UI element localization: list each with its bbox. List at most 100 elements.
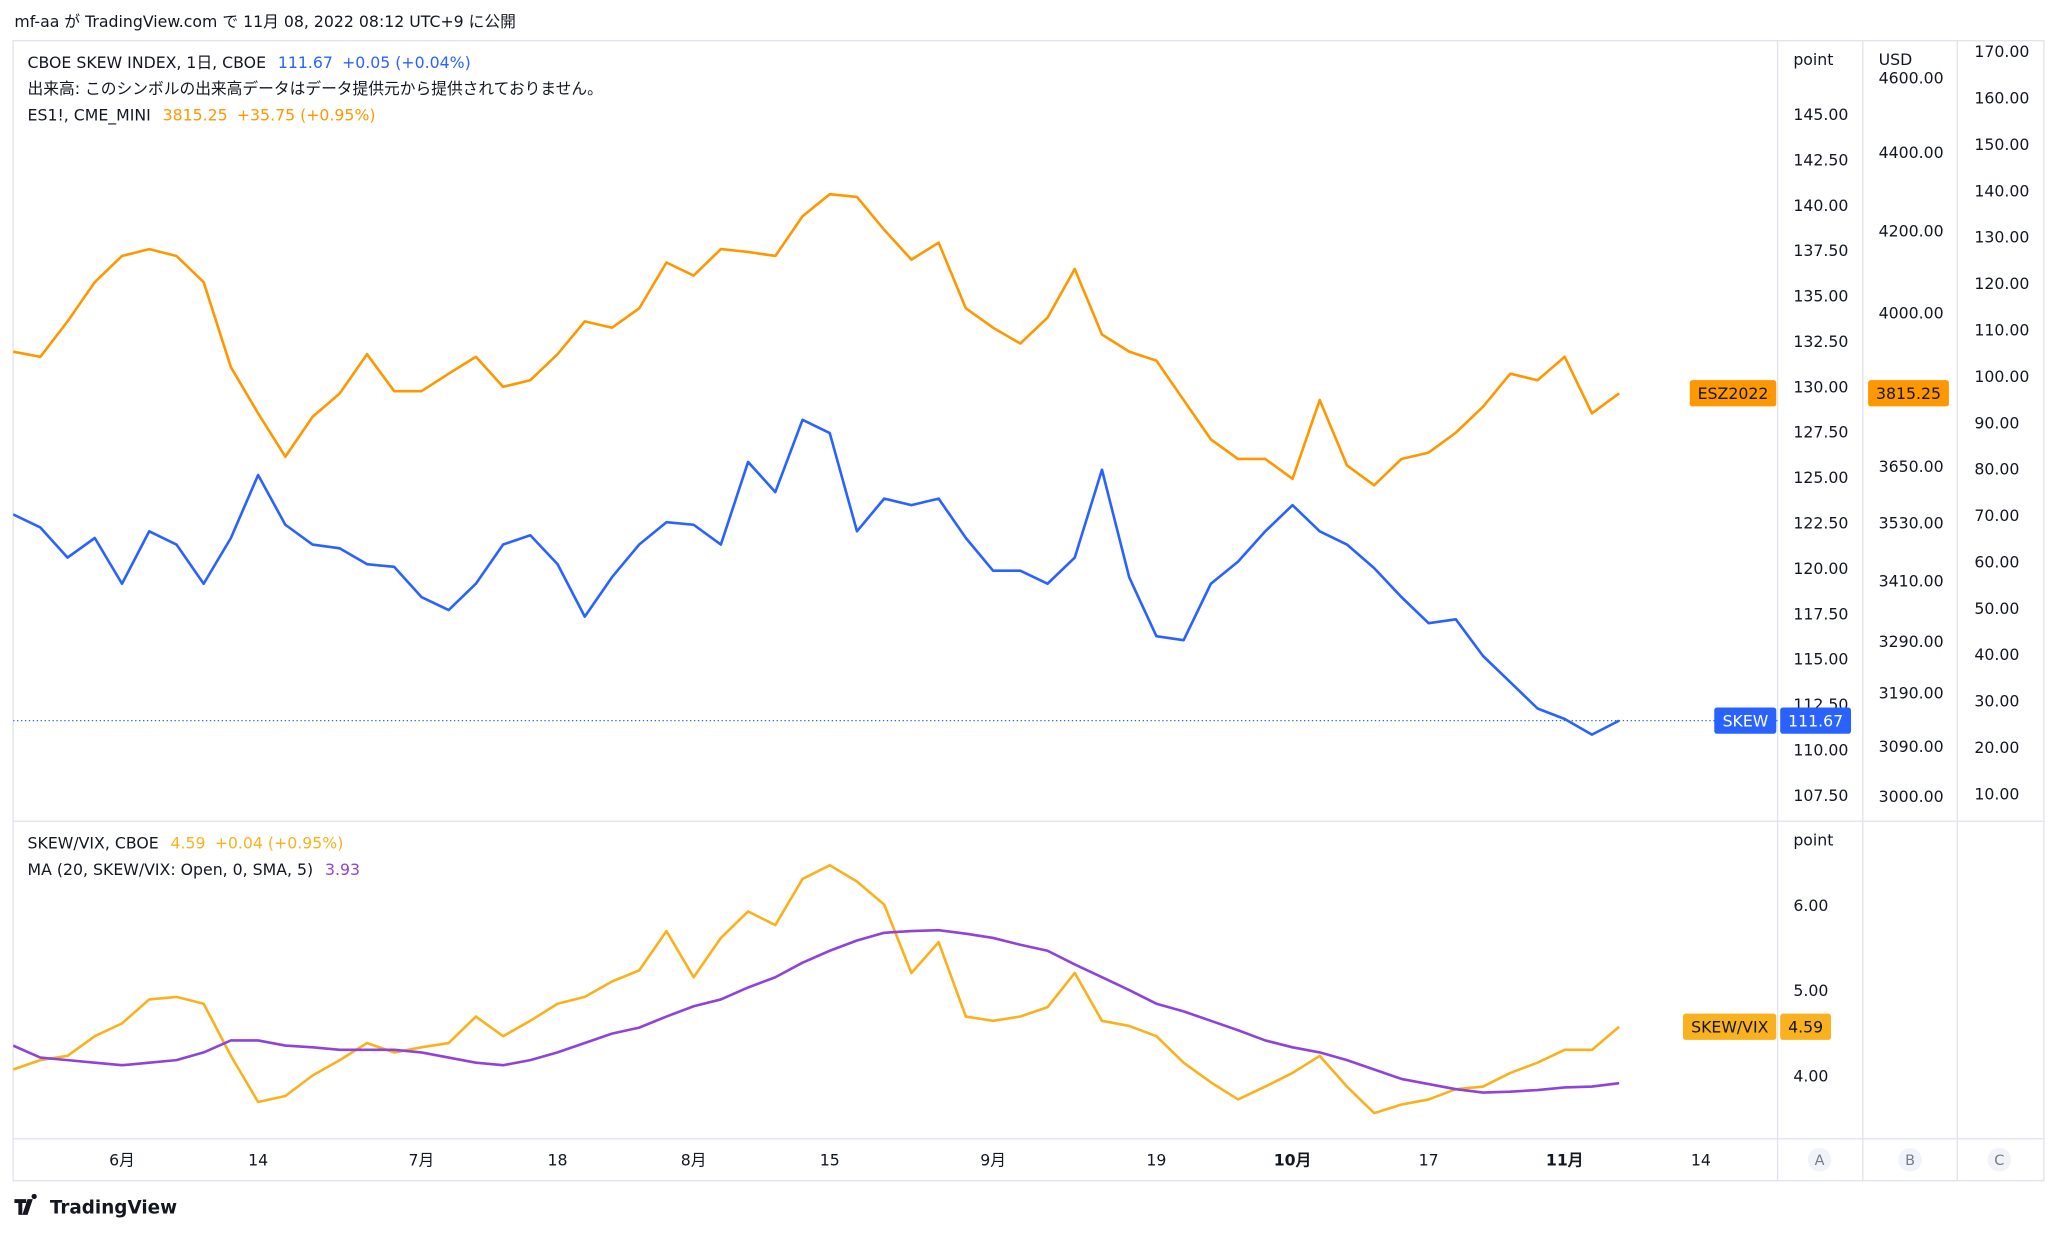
value-text: 111.67 [1788, 711, 1843, 730]
scale-button-label[interactable]: A [1815, 1153, 1825, 1169]
scale-button[interactable] [1987, 1147, 2012, 1172]
tag-box [1714, 707, 1777, 734]
y-tick-label: 30.00 [1974, 692, 2019, 711]
y-tick-label: 140.00 [1793, 196, 1848, 215]
axis-title: point [1793, 830, 1833, 849]
y-tick-label: 3650.00 [1879, 457, 1944, 476]
scale-button[interactable] [1807, 1147, 1832, 1172]
scale-button[interactable] [1898, 1147, 1922, 1172]
line [13, 863, 1621, 1115]
y-tick-label: 137.50 [1793, 241, 1848, 260]
y-tick-label: 132.50 [1793, 332, 1848, 351]
logo-icon [14, 1193, 37, 1215]
y-tick-label: 90.00 [1974, 413, 2019, 432]
value-box [1868, 380, 1949, 407]
price-tag: SKEW 111.67 [1714, 707, 1852, 734]
scale-button-label[interactable]: B [1905, 1153, 1915, 1169]
legend-row: MA (20, SKEW/VIX: Open, 0, SMA, 5) 3.93 [28, 859, 360, 878]
legend-row: SKEW/VIX, CBOE 4.59 +0.04 (+0.95%) [28, 833, 344, 852]
legend-change: +35.75 (+0.95%) [237, 105, 376, 124]
x-tick-label: 14 [248, 1151, 268, 1170]
y-tick-label: 3090.00 [1879, 737, 1944, 756]
line [13, 418, 1620, 736]
y-tick-label: 80.00 [1974, 460, 2019, 479]
scale-button-label[interactable]: C [1994, 1153, 2004, 1169]
outer-frame [12, 40, 2045, 1182]
legend-row: 出来高: このシンボルの出来高データはデータ提供元から提供されておりません。 [28, 79, 603, 98]
y-tick-label: 3000.00 [1879, 787, 1944, 806]
frame [12, 40, 2045, 1182]
y-tick-label: 4200.00 [1879, 221, 1944, 240]
y-tick-label: 110.00 [1974, 321, 2029, 340]
price-tag: ESZ2022 3815.25 [1689, 380, 1949, 407]
y-tick-label: 122.50 [1793, 514, 1848, 533]
x-tick-label: 15 [820, 1151, 840, 1170]
axis-title: point [1793, 50, 1833, 69]
series-line [13, 863, 1621, 1115]
y-tick-label: 20.00 [1974, 738, 2019, 757]
y-tick-label: 40.00 [1974, 645, 2019, 664]
tag-text: SKEW/VIX [1691, 1018, 1769, 1037]
x-tick-label: 19 [1146, 1151, 1166, 1170]
y-tick-label: 117.50 [1793, 604, 1848, 623]
legend-value: 111.67 [278, 53, 333, 72]
y-tick-label: 127.50 [1793, 423, 1848, 442]
legend-value: 3815.25 [163, 105, 228, 124]
legend-note: 出来高: このシンボルの出来高データはデータ提供元から提供されておりません。 [28, 79, 603, 98]
x-tick-label: 6月 [109, 1151, 135, 1170]
y-tick-label: 130.00 [1974, 228, 2029, 247]
legend-name: SKEW/VIX, CBOE [28, 833, 159, 852]
y-tick-label: 4000.00 [1879, 303, 1944, 322]
value-box [1780, 1013, 1831, 1040]
price-tag: SKEW/VIX 4.59 [1683, 1013, 1831, 1040]
x-tick-label: 11月 [1546, 1151, 1584, 1170]
y-tick-label: 145.00 [1793, 105, 1848, 124]
legend-change: +0.05 (+0.04%) [342, 53, 471, 72]
y-tick-label: 160.00 [1974, 89, 2029, 108]
y-tick-label: 3410.00 [1879, 572, 1944, 591]
y-tick-label: 107.50 [1793, 786, 1848, 805]
legend-name: MA (20, SKEW/VIX: Open, 0, SMA, 5) [28, 859, 314, 878]
legend-name: CBOE SKEW INDEX, 1日, CBOE [28, 53, 266, 72]
y-tick-label: 140.00 [1974, 181, 2029, 200]
x-tick-label: 8月 [681, 1151, 707, 1170]
x-tick-label: 9月 [980, 1151, 1006, 1170]
y-tick-label: 125.00 [1793, 468, 1848, 487]
y-tick-label: 115.00 [1793, 650, 1848, 669]
x-tick-label: 17 [1419, 1151, 1439, 1170]
y-tick-label: 110.00 [1793, 740, 1848, 759]
y-tick-label: 120.00 [1793, 559, 1848, 578]
y-tick-label: 142.50 [1793, 150, 1848, 169]
y-tick-label: 3190.00 [1879, 684, 1944, 703]
x-tick-label: 10月 [1274, 1151, 1312, 1170]
tag-text: SKEW [1723, 711, 1769, 730]
line [13, 192, 1620, 487]
tag-box [1689, 380, 1777, 407]
y-tick-label: 135.00 [1793, 287, 1848, 306]
y-tick-label: 60.00 [1974, 552, 2019, 571]
x-tick-label: 7月 [409, 1151, 435, 1170]
y-tick-label: 6.00 [1793, 896, 1828, 915]
y-tick-label: 150.00 [1974, 135, 2029, 154]
value-text: 3815.25 [1876, 384, 1941, 403]
publish-header: mf-aa が TradingView.com で 11月 08, 2022 0… [14, 12, 515, 31]
logo: TradingView [14, 1193, 177, 1218]
y-tick-label: 4400.00 [1879, 143, 1944, 162]
y-tick-label: 10.00 [1974, 784, 2019, 803]
tag-box [1683, 1013, 1777, 1040]
legend-row: CBOE SKEW INDEX, 1日, CBOE 111.67 +0.05 (+0… [28, 53, 471, 72]
value-box [1780, 707, 1852, 734]
x-tick-label: 18 [548, 1151, 568, 1170]
y-tick-label: 3530.00 [1879, 513, 1944, 532]
legend-change: +0.04 (+0.95%) [215, 833, 344, 852]
y-tick-label: 130.00 [1793, 377, 1848, 396]
logo-text: TradingView [50, 1197, 177, 1218]
series-line [13, 192, 1620, 487]
line [13, 928, 1620, 1094]
tag-text: ESZ2022 [1698, 384, 1769, 403]
axis-title: USD [1879, 50, 1913, 69]
y-tick-label: 170.00 [1974, 42, 2029, 61]
legend-value: 4.59 [170, 833, 205, 852]
legend-value: 3.93 [325, 859, 360, 878]
